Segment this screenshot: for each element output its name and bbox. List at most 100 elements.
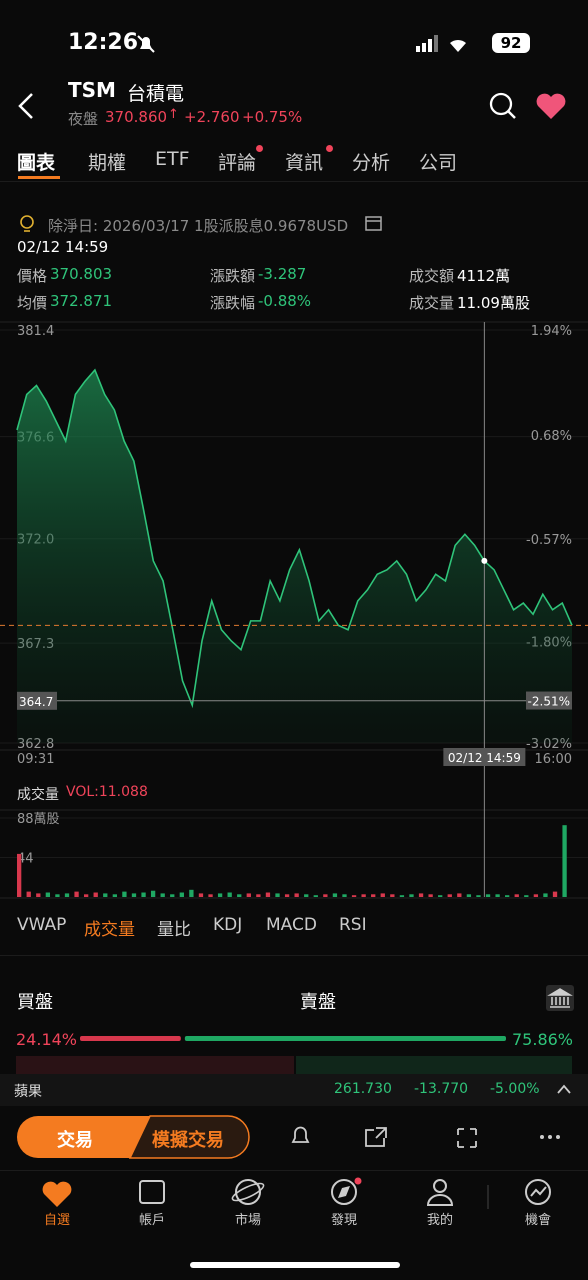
- back-button[interactable]: [14, 92, 38, 120]
- crosshair-price: 364.7: [19, 695, 53, 709]
- volume-bar: [418, 893, 424, 897]
- indicator-tab[interactable]: KDJ: [213, 915, 243, 935]
- tab[interactable]: 評論: [218, 152, 257, 174]
- volume-bar: [390, 894, 395, 897]
- sell-bar: [184, 1036, 506, 1041]
- y-tick-label: 381.4: [17, 324, 54, 339]
- nav-item[interactable]: 發現: [330, 1213, 357, 1228]
- tab[interactable]: 資訊: [285, 152, 324, 174]
- order-flow-bar: [80, 1036, 506, 1041]
- bid-box: [16, 1056, 294, 1076]
- y2-tick-label: 1.94%: [531, 324, 572, 339]
- trade-button[interactable]: 交易: [57, 1130, 93, 1151]
- crosshair-time-bg: [443, 748, 526, 766]
- expand-icon[interactable]: [556, 1083, 572, 1095]
- tab[interactable]: ETF: [155, 148, 190, 170]
- volume-bar: [485, 894, 491, 897]
- volume-bar: [284, 894, 290, 897]
- volume-bar: [562, 825, 567, 897]
- crosshair-dot: [481, 557, 488, 564]
- indicator-tab[interactable]: RSI: [339, 915, 367, 935]
- ticker-price: 261.730: [334, 1081, 392, 1097]
- volume-bar: [26, 891, 31, 897]
- indicator-tab[interactable]: MACD: [266, 915, 317, 935]
- tool-icons: [291, 1126, 560, 1148]
- volume-bar: [447, 894, 452, 897]
- volume-value: VOL:11.088: [66, 784, 148, 800]
- stock-name: 台積電: [127, 83, 185, 105]
- volume-bar: [533, 894, 539, 897]
- tab[interactable]: 期權: [88, 152, 127, 174]
- nav-item[interactable]: 自選: [43, 1213, 70, 1228]
- y-tick-label: 88萬股: [17, 812, 60, 827]
- volume-bar: [476, 895, 481, 897]
- stat-label: 成交額: [409, 267, 455, 285]
- indicator-tab[interactable]: VWAP: [17, 915, 67, 935]
- status-time: 12:26: [68, 30, 139, 55]
- volume-bar: [122, 891, 127, 897]
- volume-bar: [524, 895, 529, 897]
- volume-bar: [552, 891, 558, 897]
- volume-bar: [495, 894, 500, 897]
- indicator-tab[interactable]: 量比: [157, 920, 191, 940]
- volume-bar: [36, 893, 41, 897]
- indicator-tab[interactable]: 成交量: [84, 920, 135, 940]
- volume-bar: [380, 893, 385, 897]
- ticker-strip[interactable]: [0, 1074, 588, 1106]
- volume-bar: [103, 893, 108, 897]
- volume-bar: [55, 894, 60, 897]
- volume-bar: [505, 895, 510, 897]
- dividend-info: 除淨日: 2026/03/17 1股派股息0.9678USD: [48, 217, 349, 235]
- volume-bar: [170, 894, 175, 897]
- divider: [0, 1170, 588, 1171]
- nav-item[interactable]: 市場: [234, 1213, 261, 1228]
- stat-label: 漲跌幅: [210, 294, 256, 312]
- volume-bar: [227, 892, 232, 897]
- volume-bar: [83, 894, 89, 897]
- stat-value: 11.09萬股: [457, 294, 530, 312]
- volume-bar: [543, 893, 548, 897]
- volume-bar: [332, 893, 338, 897]
- tab[interactable]: 分析: [352, 152, 391, 174]
- volume-bar: [514, 894, 519, 897]
- stat-value: -0.88%: [258, 292, 312, 310]
- symbol: TSM: [68, 78, 116, 102]
- stat-value: 370.803: [50, 265, 113, 283]
- calendar-icon[interactable]: [364, 213, 384, 233]
- ticker-change: -13.770: [414, 1081, 469, 1097]
- crosshair-label-bg: [17, 691, 57, 710]
- paper-trade-button[interactable]: 模擬交易: [152, 1130, 224, 1151]
- x-tick-label: 16:00: [535, 752, 572, 767]
- stat-label: 價格: [17, 267, 48, 285]
- bank-icon[interactable]: [546, 985, 574, 1011]
- buy-pct: 24.14%: [16, 1030, 78, 1049]
- volume-bar: [160, 893, 165, 897]
- night-price: 370.860: [105, 108, 168, 126]
- search-button[interactable]: [488, 91, 518, 121]
- nav-item[interactable]: 我的: [426, 1213, 453, 1228]
- nav-item[interactable]: 機會: [524, 1213, 551, 1228]
- volume-bar: [93, 892, 98, 897]
- notification-dot: [256, 145, 263, 152]
- volume-bar: [457, 893, 462, 897]
- volume-bar: [131, 893, 137, 897]
- quote-time: 02/12 14:59: [17, 238, 109, 256]
- stat-label: 漲跌額: [210, 267, 256, 285]
- tab[interactable]: 圖表: [17, 152, 56, 174]
- volume-bar: [141, 892, 146, 897]
- volume-bar: [246, 893, 251, 897]
- crosshair-pct: -2.51%: [528, 695, 570, 709]
- mute-icon: [137, 35, 155, 53]
- volume-bar: [112, 894, 117, 897]
- nav-item[interactable]: 帳戶: [138, 1213, 165, 1228]
- tab[interactable]: 公司: [419, 152, 458, 174]
- volume-bar: [189, 889, 194, 897]
- stat-value: 4112萬: [457, 267, 511, 285]
- favorite-button[interactable]: [535, 92, 567, 120]
- price-line: [16, 368, 573, 709]
- volume-bar: [466, 894, 472, 897]
- trade-buttons: [17, 1115, 250, 1159]
- nav-icons: [42, 1177, 551, 1209]
- volume-bar: [45, 892, 51, 897]
